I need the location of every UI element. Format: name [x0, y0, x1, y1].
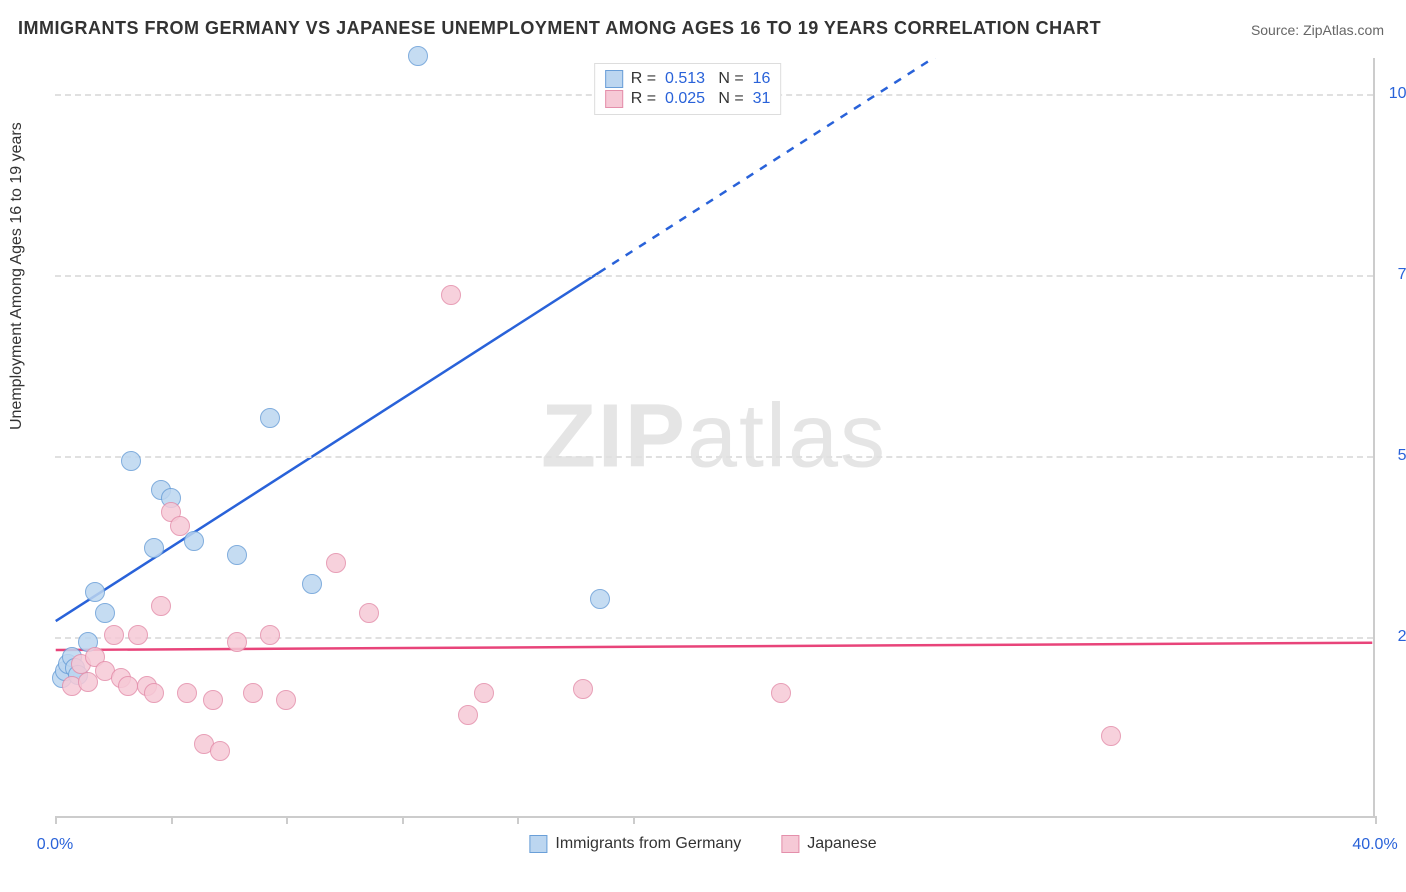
scatter-point	[326, 553, 346, 573]
x-tick-mark	[517, 816, 519, 824]
x-tick-mark	[55, 816, 57, 824]
legend-row: R = 0.513 N = 16	[605, 70, 771, 88]
scatter-point	[276, 690, 296, 710]
scatter-point	[260, 625, 280, 645]
scatter-point	[203, 690, 223, 710]
scatter-point	[441, 285, 461, 305]
x-tick-label: 40.0%	[1352, 836, 1397, 854]
scatter-point	[590, 589, 610, 609]
chart-title: IMMIGRANTS FROM GERMANY VS JAPANESE UNEM…	[18, 18, 1101, 39]
series-legend-item: Immigrants from Germany	[529, 835, 741, 853]
x-tick-mark	[286, 816, 288, 824]
x-tick-mark	[402, 816, 404, 824]
y-tick-label: 25.0%	[1381, 628, 1406, 646]
watermark: ZIPatlas	[541, 386, 887, 489]
scatter-point	[243, 683, 263, 703]
scatter-point	[144, 538, 164, 558]
watermark-light: atlas	[687, 387, 887, 487]
scatter-point	[85, 582, 105, 602]
scatter-point	[95, 603, 115, 623]
y-tick-label: 50.0%	[1381, 447, 1406, 465]
scatter-point	[771, 683, 791, 703]
scatter-point	[227, 632, 247, 652]
y-tick-label: 75.0%	[1381, 266, 1406, 284]
scatter-point	[1101, 726, 1121, 746]
scatter-point	[359, 603, 379, 623]
source-label: Source: ZipAtlas.com	[1251, 22, 1384, 38]
series-legend: Immigrants from Germany Japanese	[529, 835, 876, 853]
x-tick-mark	[171, 816, 173, 824]
gridline-h	[55, 456, 1373, 458]
scatter-point	[128, 625, 148, 645]
scatter-point	[302, 574, 322, 594]
scatter-point	[151, 596, 171, 616]
gridline-h	[55, 275, 1373, 277]
trend-line-solid	[56, 643, 1373, 650]
series-name: Japanese	[807, 835, 876, 853]
plot-area: ZIPatlas R = 0.513 N = 16 R = 0.025 N = 3…	[55, 58, 1375, 818]
series-legend-item: Japanese	[781, 835, 876, 853]
legend-stats: R = 0.025 N = 31	[631, 90, 771, 108]
x-tick-mark	[633, 816, 635, 824]
scatter-point	[118, 676, 138, 696]
watermark-bold: ZIP	[541, 387, 687, 487]
scatter-point	[474, 683, 494, 703]
legend-swatch	[529, 835, 547, 853]
scatter-point	[458, 705, 478, 725]
scatter-point	[104, 625, 124, 645]
y-axis-label: Unemployment Among Ages 16 to 19 years	[8, 122, 26, 430]
gridline-h	[55, 637, 1373, 639]
scatter-point	[121, 451, 141, 471]
legend-row: R = 0.025 N = 31	[605, 90, 771, 108]
series-name: Immigrants from Germany	[555, 835, 741, 853]
legend-stats: R = 0.513 N = 16	[631, 70, 771, 88]
scatter-point	[210, 741, 230, 761]
scatter-point	[227, 545, 247, 565]
scatter-point	[144, 683, 164, 703]
x-tick-label: 0.0%	[37, 836, 73, 854]
y-tick-label: 100.0%	[1381, 85, 1406, 103]
legend-swatch	[605, 90, 623, 108]
x-tick-mark	[1375, 816, 1377, 824]
legend-swatch	[781, 835, 799, 853]
scatter-point	[177, 683, 197, 703]
scatter-point	[170, 516, 190, 536]
scatter-point	[573, 679, 593, 699]
legend-swatch	[605, 70, 623, 88]
correlation-legend: R = 0.513 N = 16 R = 0.025 N = 31	[594, 63, 782, 115]
scatter-point	[260, 408, 280, 428]
scatter-point	[408, 46, 428, 66]
